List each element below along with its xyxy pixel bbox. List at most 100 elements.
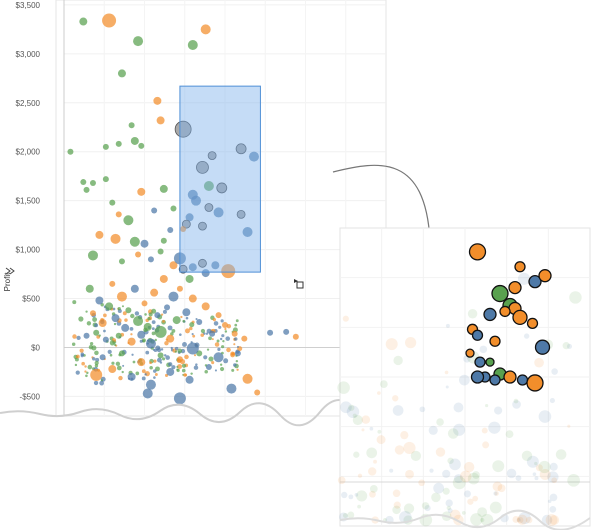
zoom-faded-point [549,462,558,471]
data-point [150,288,159,297]
data-point-small [89,342,94,346]
data-point-small [79,348,84,353]
zoom-faded-point [545,514,558,526]
zoom-faded-point [567,424,571,428]
data-point [188,294,197,303]
zoom-faded-point [480,517,485,523]
data-point [292,333,299,340]
data-point [254,389,261,396]
y-tick-label: $500 [22,295,40,304]
data-point-small [219,337,223,341]
data-point-small [107,349,112,354]
zoom-faded-point [485,404,489,408]
zoom-faded-point [449,458,461,471]
data-point [191,195,202,206]
zoom-data-point [465,348,475,358]
data-point [236,209,246,219]
data-point-small [85,374,88,378]
data-point-small [71,342,76,347]
data-point [181,219,191,229]
data-point-small [122,311,127,316]
data-point [93,329,100,336]
data-point [213,207,224,218]
zoom-faded-point [435,447,446,457]
data-point-small [212,318,217,322]
zoom-faded-point [458,374,470,386]
data-point-small [162,309,167,314]
data-point [95,230,104,239]
zoom-faded-point [452,476,466,490]
zoom-faded-point [482,441,490,449]
data-point [188,263,197,272]
zoom-faded-point [493,491,498,496]
zoom-faded-point [361,428,365,432]
data-point-small [208,336,212,341]
data-point-small [149,361,152,365]
zoom-faded-point [547,471,559,483]
data-point-small [192,334,196,338]
zoom-faded-point [547,499,552,504]
sort-icon[interactable] [5,267,15,275]
data-point-small [193,354,197,357]
zoom-faded-point [526,455,539,468]
data-point [127,337,136,346]
zoom-faded-point [549,515,560,525]
data-point [159,274,168,283]
zoom-faded-point [392,489,401,498]
data-point-small [193,365,199,370]
data-point [151,207,158,214]
data-point-small [75,370,80,375]
data-point-small [195,317,198,321]
y-axis-tick-labels: -$500 $0 $500 $1,000 $1,500 $2,000 $2,500 $3,00… [16,1,41,402]
zoom-faded-point [429,468,434,473]
data-point [137,358,146,367]
data-point [157,248,164,255]
data-point-small [205,332,209,335]
data-point-small [177,348,183,354]
zoom-faded-point [472,471,480,479]
data-point [216,182,228,194]
data-point-small [174,350,177,353]
zoom-data-point [508,280,522,295]
zoom-faded-point [470,513,483,526]
data-point [169,261,178,270]
data-point-small [233,337,238,341]
data-point-small [185,316,189,320]
zoom-faded-point [424,505,431,512]
data-point-small [214,342,220,347]
data-point-small [216,339,220,343]
zoom-faded-point [442,487,450,495]
data-point-small [141,376,146,381]
zoom-faded-point [366,447,378,459]
zoom-faded-point [433,482,445,494]
zoom-faded-point [446,505,451,511]
zoom-faded-point [445,323,450,328]
zoom-data-point [470,370,485,384]
data-point-small [224,330,228,333]
data-point-small [139,339,143,343]
data-point [166,367,175,376]
zoom-faded-point [549,505,557,513]
zoom-faded-point [369,426,374,431]
data-point [182,308,191,317]
selection-resize-handle[interactable] [294,279,304,289]
data-point-small [191,332,194,336]
zoom-data-point [538,269,552,283]
data-point-small [235,359,239,363]
zoom-faded-point [442,469,451,478]
data-point-small [225,336,231,341]
zoom-data-point [491,284,509,303]
data-point [102,13,117,28]
data-point-small [162,319,165,323]
data-point-small [113,322,117,326]
data-point-small [144,373,147,376]
zoom-faded-point [492,481,503,492]
zoom-faded-point [419,406,426,413]
zoom-faded-point [356,490,368,502]
data-point [174,120,192,138]
data-point [115,332,122,339]
data-point [133,36,144,47]
zoom-faded-point [534,476,539,481]
data-point [196,160,209,174]
selection-rectangle[interactable] [179,85,261,273]
